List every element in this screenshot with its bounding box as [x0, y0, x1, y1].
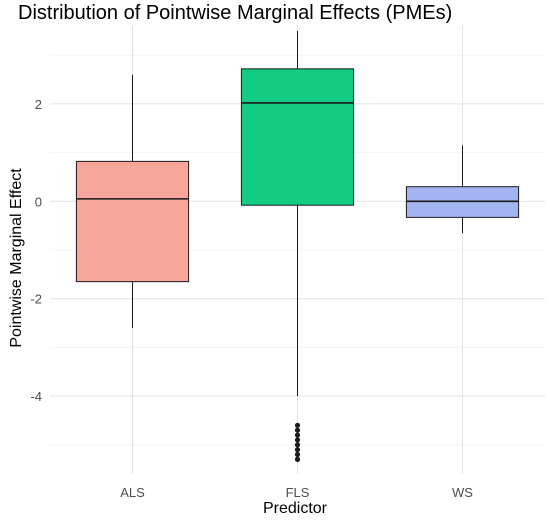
outlier-point-fls — [294, 432, 301, 438]
y-tick-label: -4 — [30, 389, 42, 404]
outlier-point-fls — [294, 437, 301, 443]
outlier-point-fls — [294, 447, 301, 453]
outlier-point-fls — [294, 451, 301, 458]
outlier-point-fls — [294, 422, 301, 428]
x-axis-label: Predictor — [262, 500, 328, 517]
outlier-point-fls — [294, 456, 301, 462]
x-tick-label-als: ALS — [120, 485, 145, 500]
x-tick-label-ws: WS — [452, 485, 473, 500]
y-tick-label: -2 — [30, 292, 42, 307]
outlier-point-fls — [294, 427, 301, 433]
box-als — [75, 160, 190, 283]
outlier-point-fls — [294, 442, 301, 448]
box-fls — [240, 68, 355, 206]
y-tick-label: 0 — [35, 194, 42, 209]
chart-title: Distribution of Pointwise Marginal Effec… — [18, 2, 453, 24]
y-tick-label: 2 — [35, 97, 42, 112]
x-tick-label-fls: FLS — [286, 485, 310, 500]
